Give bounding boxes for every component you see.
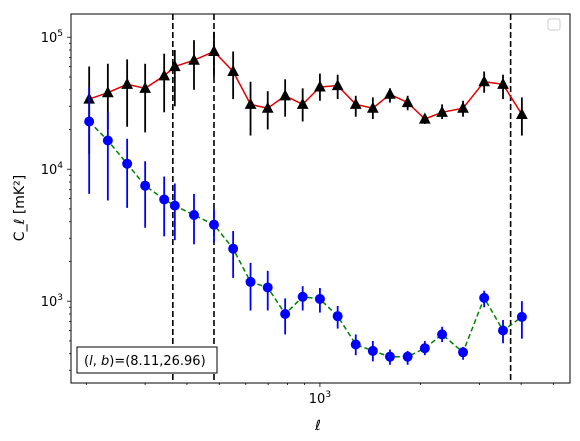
data-point-triangle [497,77,509,89]
data-point-circle [384,351,395,362]
data-point-circle [188,209,199,220]
data-point-circle [479,292,490,303]
y-axis-label: C_ℓ [mK²] [12,175,28,241]
data-point-circle [280,308,291,319]
data-point-circle [297,291,308,302]
data-point-triangle [121,77,133,89]
data-point-circle [458,347,469,358]
data-point-triangle [296,97,309,109]
data-point-triangle [349,97,362,109]
data-point-triangle [436,105,448,117]
data-point-circle [516,311,527,322]
data-point-triangle [188,53,200,65]
data-point-circle [102,135,113,146]
data-point-triangle [139,81,152,93]
data-point-triangle [401,96,414,108]
data-point-triangle [418,112,431,124]
data-point-circle [332,311,343,322]
data-point-triangle [279,89,292,101]
data-point-triangle [227,65,239,77]
x-axis-label: ℓ [314,418,321,434]
data-point-triangle [168,60,181,72]
data-point-triangle [516,107,528,120]
data-point-triangle [314,80,326,92]
data-point-circle [262,282,273,293]
data-point-triangle [384,87,396,99]
data-point-circle [437,329,448,340]
data-point-circle [208,219,219,230]
series-triangles [83,31,528,155]
data-point-triangle [101,86,114,98]
data-point-circle [159,194,170,205]
data-point-circle [419,343,430,354]
data-point-circle [140,180,151,191]
annotation-l: l [89,354,93,369]
plot-frame [70,13,571,384]
data-point-triangle [244,97,257,109]
data-point-circle [402,351,413,362]
data-point-triangle [331,79,344,91]
series-circles [84,86,527,365]
data-point-triangle [158,69,171,81]
data-point-triangle [367,101,379,113]
y-tick-label: 104 [41,161,64,178]
data-point-triangle [478,75,491,87]
annotation-box [76,346,218,374]
axis-ticks: 103 103 104 105 [41,29,554,407]
annotation: (l, b)=(8.11,26.96) [76,346,218,374]
data-point-circle [245,276,256,287]
data-point-triangle [261,101,274,113]
plot-inner [83,14,528,383]
y-tick-label: 105 [41,29,63,46]
data-point-triangle [208,44,220,57]
data-point-circle [498,325,509,336]
plot-area: 103 103 104 105 [41,13,571,407]
data-point-circle [122,158,133,169]
data-point-circle [169,200,180,211]
annotation-values: =(8.11,26.96) [114,354,205,369]
annotation-text: (l, b)=(8.11,26.96) [84,354,206,369]
data-point-circle [314,293,325,304]
data-point-triangle [457,101,469,113]
data-point-circle [350,339,361,350]
data-point-circle [84,116,95,127]
x-tick-label: 103 [309,390,331,407]
data-point-circle [367,345,378,356]
data-point-circle [228,243,239,254]
annotation-b: b [101,354,109,369]
y-tick-label: 103 [41,293,63,310]
legend [547,18,561,31]
